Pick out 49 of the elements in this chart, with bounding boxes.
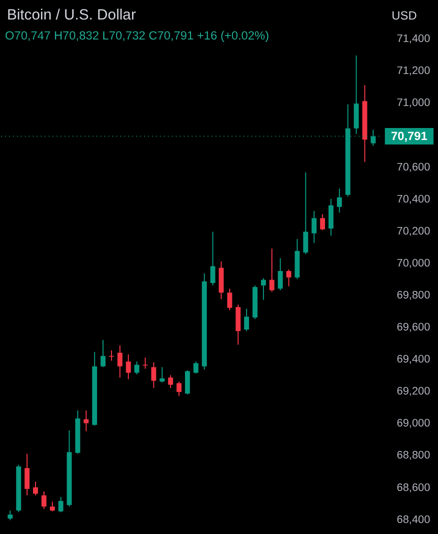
candlestick — [24, 453, 30, 496]
candlestick — [50, 501, 55, 512]
y-tick-label: 71,400 — [396, 33, 430, 46]
y-tick-label: 70,400 — [396, 193, 430, 206]
candlestick — [41, 490, 46, 510]
candlestick — [84, 410, 89, 432]
annotation: O70,747 H70,832 L70,732 C70,791 +16 (+0.02%) — [4, 28, 270, 43]
candlestick — [336, 188, 342, 214]
y-tick-label: 69,200 — [396, 386, 430, 398]
candlestick — [117, 345, 122, 378]
candlestick — [269, 248, 274, 292]
candlestick — [184, 370, 190, 395]
text: USD — [392, 8, 418, 23]
y-tick-label: 69,800 — [396, 290, 430, 302]
candlestick — [328, 198, 334, 236]
candlestick — [160, 366, 165, 383]
candlestick — [260, 278, 266, 300]
ref-line-label: 70,791 — [390, 129, 428, 144]
candlestick — [142, 357, 148, 370]
candlestick — [286, 268, 292, 287]
candlestick — [58, 496, 64, 513]
y-tick-label: 70,000 — [396, 257, 430, 270]
candlestick — [193, 361, 198, 374]
text: Bitcoin / U.S. Dollar — [6, 8, 136, 24]
candlestick — [8, 510, 13, 521]
y-tick-label: 70,600 — [396, 161, 430, 174]
candlestick — [176, 381, 182, 396]
candlestick — [312, 210, 317, 244]
candlestick — [134, 361, 140, 375]
candlestick — [227, 288, 232, 311]
candlestick — [126, 354, 131, 380]
y-tick-label: 71,200 — [396, 65, 430, 78]
y-tick-label: 68,600 — [396, 482, 430, 494]
candlestick — [320, 214, 326, 231]
candlestick — [303, 172, 308, 255]
candlestick — [168, 374, 174, 388]
candlestick — [151, 362, 156, 388]
candlestick — [100, 339, 106, 368]
y-tick-label: 68,800 — [396, 450, 430, 462]
y-tick-label: 68,400 — [396, 514, 430, 526]
y-tick-label: 70,200 — [396, 225, 430, 238]
candlestick — [33, 481, 38, 496]
y-tick-label: 69,000 — [396, 418, 430, 430]
candlestick — [244, 308, 250, 332]
y-tick-label: 69,400 — [396, 354, 430, 366]
candlestick — [278, 258, 283, 291]
y-tick-label: 71,000 — [396, 97, 430, 110]
y-tick-label: 69,600 — [396, 322, 430, 334]
candlestick — [210, 231, 216, 286]
